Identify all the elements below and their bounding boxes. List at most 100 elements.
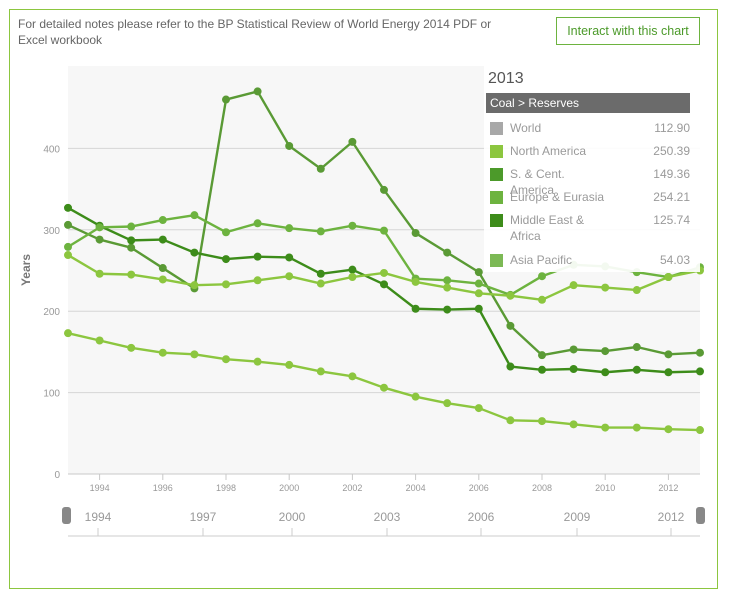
data-point (253, 219, 262, 228)
x-tick-label: 2006 (469, 483, 489, 493)
tooltip-year: 2013 (488, 70, 524, 87)
navigator-label: 2012 (658, 510, 685, 524)
data-point (538, 295, 546, 304)
data-point (601, 423, 610, 432)
x-tick-label: 2000 (279, 483, 299, 493)
y-tick-label: 200 (43, 307, 60, 318)
data-point (380, 268, 388, 277)
data-point (127, 222, 136, 231)
data-point (95, 235, 104, 244)
y-tick-label: 400 (43, 144, 60, 155)
data-point (127, 270, 136, 279)
data-point (127, 243, 136, 252)
data-point (664, 425, 673, 434)
data-point (569, 281, 578, 290)
data-point (538, 351, 546, 360)
chart-frame (9, 9, 718, 589)
data-point (316, 367, 325, 376)
x-tick-label: 2008 (532, 483, 552, 493)
navigator-handle-right[interactable] (696, 507, 705, 524)
data-point (253, 87, 262, 96)
data-point (601, 347, 610, 356)
tooltip-row-value: 254.21 (653, 190, 690, 204)
data-point (253, 357, 262, 366)
tooltip-row-name: Europe & Eurasia (510, 190, 605, 204)
x-tick-label: 1994 (90, 483, 110, 493)
data-point (474, 404, 483, 413)
data-point (95, 223, 104, 232)
data-point (158, 235, 167, 244)
data-point (664, 350, 673, 359)
data-point (506, 321, 515, 330)
data-point (64, 251, 72, 260)
data-point (506, 416, 515, 425)
x-tick-label: 2002 (342, 483, 362, 493)
data-point (158, 216, 167, 225)
data-point (64, 220, 72, 229)
navigator-label: 1994 (85, 510, 112, 524)
data-point (411, 304, 420, 313)
data-point (664, 273, 673, 282)
data-point (64, 203, 72, 212)
data-point (569, 364, 578, 373)
data-point (506, 362, 515, 371)
y-tick-label: 100 (43, 389, 60, 400)
data-point (316, 164, 325, 173)
data-point (632, 423, 641, 432)
tooltip-row-value: 54.03 (659, 253, 690, 267)
data-point (285, 360, 294, 369)
data-point (538, 272, 546, 281)
tooltip-row-name: Middle East & Africa (510, 213, 585, 243)
navigator-label: 2000 (279, 510, 306, 524)
data-point (411, 392, 420, 401)
data-point (474, 279, 483, 288)
data-point (222, 95, 230, 104)
tooltip-row-value: 125.74 (653, 213, 690, 227)
interact-button[interactable]: Interact with this chart (556, 17, 700, 45)
data-point (190, 211, 199, 220)
data-point (316, 279, 325, 288)
x-tick-label: 2004 (406, 483, 426, 493)
tooltip-row-name: S. & Cent. America (510, 167, 565, 197)
navigator-label: 2003 (374, 510, 401, 524)
data-point (190, 281, 199, 290)
data-point (222, 228, 230, 237)
data-point (348, 372, 357, 381)
data-point (348, 273, 357, 282)
data-point (380, 226, 388, 235)
data-point (316, 269, 325, 278)
data-point (443, 248, 452, 257)
x-tick-label: 1998 (216, 483, 236, 493)
data-point (474, 268, 483, 277)
legend-swatch (490, 122, 503, 135)
x-tick-label: 1996 (153, 483, 173, 493)
data-point (506, 291, 515, 300)
data-point (380, 185, 388, 194)
data-point (222, 255, 230, 264)
y-tick-label: 300 (43, 226, 60, 237)
data-point (222, 355, 230, 364)
data-point (316, 227, 325, 236)
tooltip-row-value: 112.90 (654, 121, 690, 135)
data-point (158, 264, 167, 273)
data-point (253, 276, 262, 285)
data-point (348, 221, 357, 230)
navigator-handle-left[interactable] (62, 507, 71, 524)
tooltip-row-value: 250.39 (653, 144, 690, 158)
x-tick-label: 2010 (595, 483, 615, 493)
data-point (538, 365, 546, 374)
navigator-label: 1997 (190, 510, 217, 524)
data-point (285, 253, 294, 262)
data-point (443, 305, 452, 314)
data-point (95, 269, 104, 278)
data-point (664, 368, 673, 377)
data-point (64, 242, 72, 251)
tooltip: 2013 Coal > Reserves World 112.90 North Am… (484, 66, 700, 272)
data-point (696, 348, 704, 357)
legend-swatch (490, 214, 503, 227)
data-point (348, 137, 357, 146)
data-point (222, 280, 230, 289)
data-point (632, 343, 641, 352)
data-point (95, 336, 104, 345)
data-point (474, 289, 483, 298)
